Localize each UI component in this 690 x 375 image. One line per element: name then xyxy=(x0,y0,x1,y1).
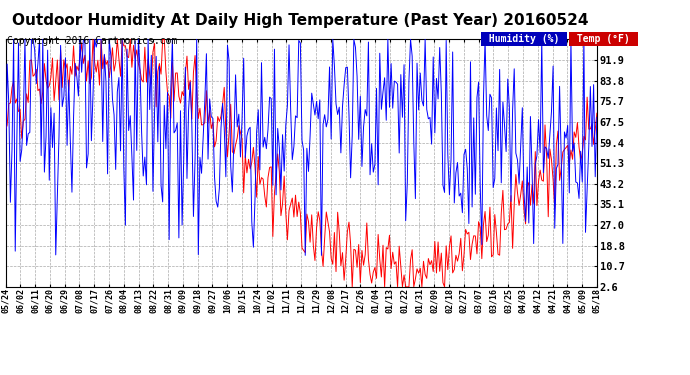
Text: Outdoor Humidity At Daily High Temperature (Past Year) 20160524: Outdoor Humidity At Daily High Temperatu… xyxy=(12,13,589,28)
Text: Temp (°F): Temp (°F) xyxy=(571,34,636,44)
Text: Humidity (%): Humidity (%) xyxy=(483,34,565,44)
Text: Copyright 2016 Cartronics.com: Copyright 2016 Cartronics.com xyxy=(7,36,177,46)
